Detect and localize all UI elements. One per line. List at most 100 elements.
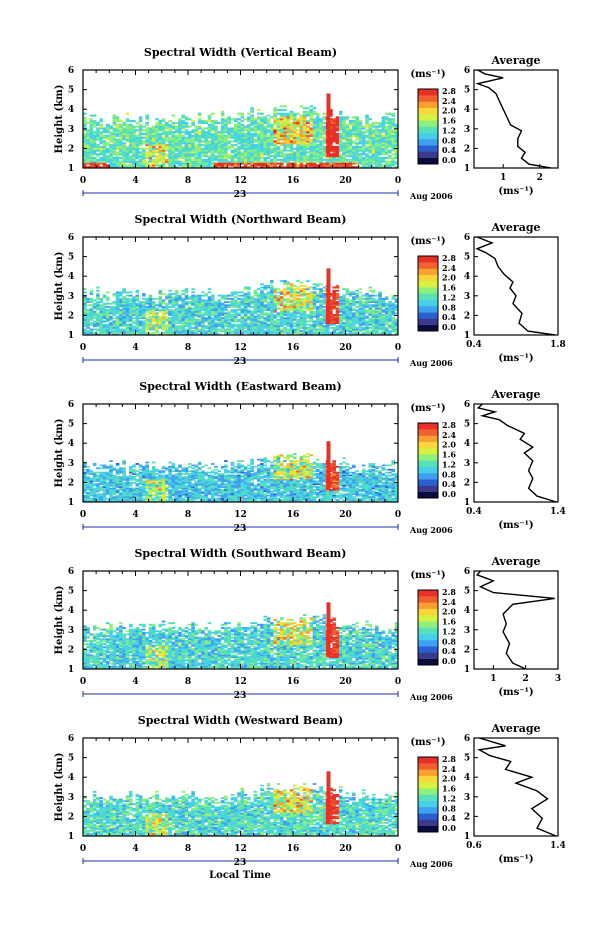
heatmap-cell <box>319 318 323 321</box>
heatmap-cell <box>375 134 379 137</box>
heatmap-cell <box>112 162 117 165</box>
heatmap-cell <box>338 296 343 299</box>
heatmap-cell <box>174 129 179 132</box>
heatmap-cell <box>322 318 327 321</box>
heatmap-cell <box>115 132 120 136</box>
heatmap-cell <box>178 129 182 132</box>
heatmap-cell <box>375 131 379 134</box>
heatmap-cell <box>220 140 225 143</box>
heatmap-cell <box>315 307 320 310</box>
colorbar-swatch <box>418 287 438 294</box>
heatmap-cell <box>371 291 376 294</box>
heatmap-cell <box>89 158 94 161</box>
heatmap-cell <box>352 121 356 125</box>
heatmap-cell <box>247 112 251 115</box>
x-tick-label: 0 <box>80 343 86 353</box>
heatmap-cell <box>115 317 120 320</box>
heatmap-cell <box>119 129 123 132</box>
heatmap-cell <box>155 155 159 158</box>
heatmap-cell <box>191 318 195 321</box>
heatmap-cell <box>148 160 153 163</box>
heatmap-cell <box>342 296 346 299</box>
heatmap-cell <box>105 296 110 299</box>
heatmap-cell <box>191 309 195 312</box>
heatmap-cell <box>220 123 225 126</box>
heatmap-cell <box>266 166 271 169</box>
heatmap-cell <box>86 299 90 302</box>
heatmap-cell <box>92 121 97 125</box>
heatmap-cell <box>214 331 218 334</box>
date-label: Aug 2006 <box>409 358 453 368</box>
heatmap-cell <box>348 291 353 294</box>
heatmap-cell <box>102 162 107 165</box>
heatmap-cell <box>309 105 313 108</box>
heatmap-cell <box>332 315 336 318</box>
heatmap-cell <box>214 125 218 128</box>
heatmap-cell <box>260 151 264 154</box>
heatmap-cell <box>381 314 386 316</box>
heatmap-cell <box>171 136 176 139</box>
heatmap-cell <box>112 136 117 139</box>
heatmap-cell <box>230 134 235 137</box>
heatmap-cell <box>161 132 166 136</box>
heatmap-cell <box>273 147 277 150</box>
heatmap-cell <box>348 320 353 323</box>
heatmap-cell <box>86 478 90 481</box>
heatmap-cell <box>394 331 399 334</box>
heatmap-cell <box>260 153 264 156</box>
heatmap-cell <box>279 118 284 121</box>
heatmap-cell <box>361 147 366 150</box>
heatmap-cell <box>237 145 241 148</box>
heatmap-cell <box>224 125 228 128</box>
heatmap-cell <box>263 153 268 156</box>
heatmap-cell <box>312 134 317 137</box>
heatmap-cell <box>240 120 245 123</box>
heatmap-cell <box>99 474 103 477</box>
heatmap-cell <box>194 164 199 167</box>
heatmap-cell <box>148 325 153 328</box>
heatmap-cell <box>119 144 123 147</box>
heatmap-cell <box>352 330 356 333</box>
heatmap-cell <box>227 331 231 334</box>
heatmap-cell <box>315 153 320 156</box>
heatmap-cell <box>253 134 258 137</box>
heatmap-cell <box>358 127 363 130</box>
heatmap-cell <box>361 314 366 316</box>
heatmap-cell <box>161 299 166 302</box>
heatmap-cell <box>309 127 313 130</box>
heatmap-cell <box>148 153 153 156</box>
heatmap-cell <box>273 299 277 302</box>
heatmap-cell <box>201 309 205 312</box>
heatmap-cell <box>92 140 97 143</box>
heatmap-cell <box>174 162 179 165</box>
heatmap-cell <box>145 140 149 143</box>
heatmap-cell <box>83 140 87 143</box>
heatmap-cell <box>237 151 241 154</box>
heatmap-cell <box>270 284 274 287</box>
heatmap-cell <box>220 120 225 123</box>
heatmap-cell <box>132 305 136 308</box>
heatmap-cell <box>266 136 271 139</box>
heatmap-cell <box>83 156 87 160</box>
heatmap-cell <box>128 158 133 161</box>
heatmap-cell <box>142 153 146 156</box>
heatmap-cell <box>293 328 297 331</box>
heatmap-cell <box>289 314 294 316</box>
heatmap-cell <box>181 116 186 119</box>
heatmap-cell <box>132 331 136 334</box>
heatmap-cell <box>312 118 317 121</box>
heatmap-cell <box>365 131 369 134</box>
heatmap-cell <box>378 166 382 169</box>
heatmap-cell <box>384 153 389 156</box>
heatmap-cell <box>335 136 340 139</box>
heatmap-cell <box>358 328 363 331</box>
heatmap-cell <box>260 138 264 141</box>
heatmap-cell <box>315 317 320 320</box>
heatmap-cell <box>263 304 268 307</box>
heatmap-cell <box>135 315 140 318</box>
heatmap-cell <box>306 144 310 147</box>
heatmap-cell <box>279 307 284 310</box>
heatmap-cell <box>105 318 110 321</box>
heatmap-cell <box>227 322 231 324</box>
heatmap-cell <box>105 129 110 132</box>
